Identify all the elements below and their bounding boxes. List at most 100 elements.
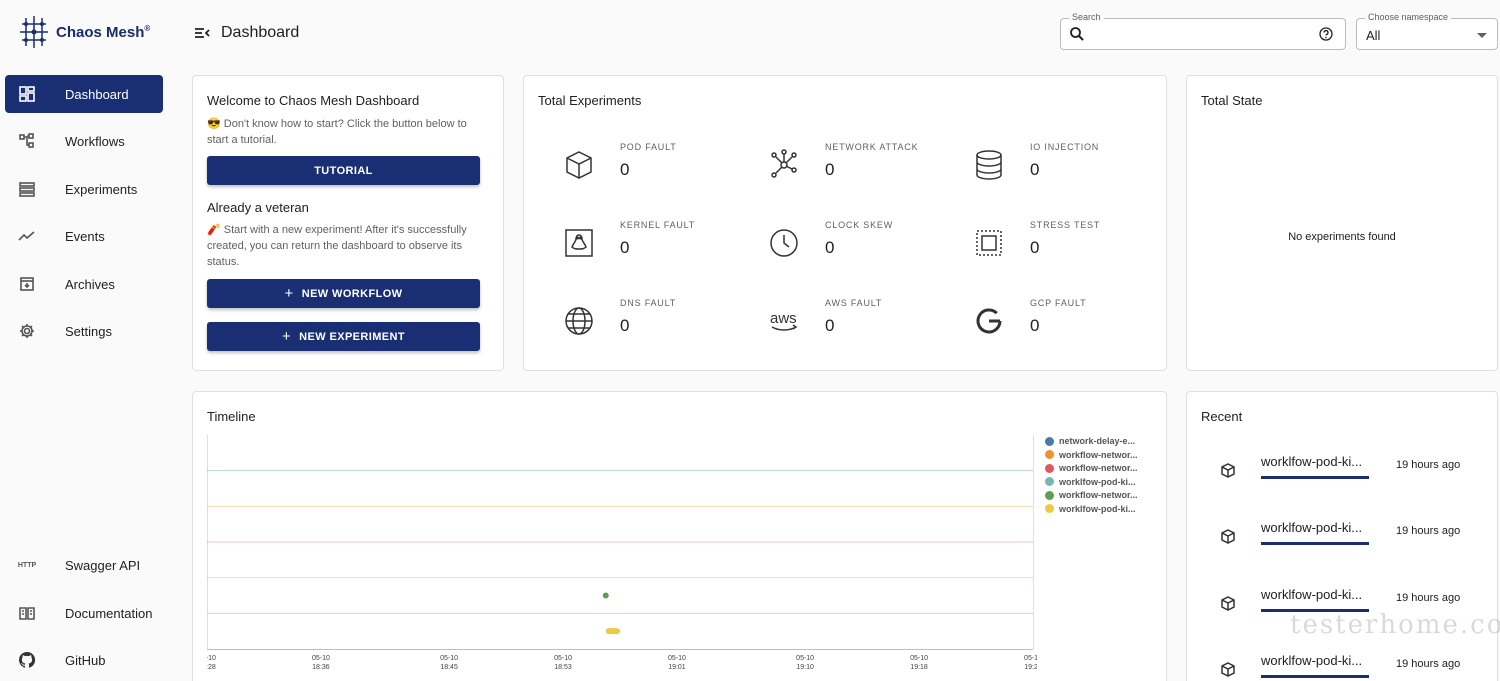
book-icon [19,607,35,620]
page-title: Dashboard [193,24,299,42]
svg-text:aws: aws [770,310,797,327]
legend-dot [1045,477,1054,486]
x-tick-label: 05-10 [910,655,928,662]
github-icon [18,651,36,668]
sidebar-item-workflows[interactable]: Workflows [5,122,163,160]
tutorial-button[interactable]: TUTORIAL [207,156,480,185]
namespace-select[interactable]: Choose namespace All [1356,12,1498,50]
veteran-text: 🧨 Start with a new experiment! After it'… [207,224,467,268]
new-experiment-button[interactable]: + NEW EXPERIMENT [207,322,480,351]
search-input[interactable]: Search [1060,12,1346,50]
timeline-title: Timeline [207,409,256,424]
app-logo[interactable]: Chaos Mesh® [16,14,150,50]
legend-label: workflow-networ... [1059,449,1138,460]
legend-item[interactable]: workflow-networ... [1045,450,1138,460]
network-icon [771,149,797,178]
plus-icon: + [284,285,294,302]
x-tick-label: 19:01 [668,664,686,671]
sidebar-item-github[interactable]: GitHub [5,641,163,679]
legend-dot [1045,436,1054,446]
x-tick-label: 05-10 [440,655,458,662]
sidebar-item-archives[interactable]: Archives [5,265,163,303]
legend-dot [1045,450,1054,459]
gear-icon [20,324,34,338]
experiment-type-kernel-fault: KERNEL FAULT 0 [524,220,724,280]
x-tick-label: 18:45 [440,664,458,671]
x-tick-label: 19:10 [796,664,814,671]
sidebar-item-settings[interactable]: Settings [5,312,163,350]
legend-item[interactable]: workflow-networ... [1045,490,1138,500]
recent-item[interactable]: worklfow-pod-ki... 19 hours ago [1187,587,1499,627]
progress-bar [1261,542,1369,545]
progress-bar [1261,476,1369,479]
chevron-down-icon [1477,33,1487,38]
watermark: testerhome.com [1290,610,1500,640]
x-tick-label: 18:36 [312,664,330,671]
sidebar-item-documentation[interactable]: Documentation [5,594,163,632]
app-name: Chaos Mesh® [56,23,151,41]
new-workflow-button[interactable]: + NEW WORKFLOW [207,279,480,308]
recent-item[interactable]: worklfow-pod-ki... 19 hours ago [1187,653,1499,681]
database-icon [976,150,1002,180]
trend-icon [18,231,35,241]
legend-label: worklfow-pod-ki... [1059,503,1136,514]
recent-title: Recent [1201,409,1243,424]
total-experiments-card: Total Experiments POD FAULT 0 NETWORK AT… [523,75,1167,371]
x-tick-label: 05-10 [1024,655,1037,662]
total-state-card: Total State No experiments found [1186,75,1498,371]
experiment-type-pod-fault: POD FAULT 0 [524,142,724,202]
legend-dot [1045,504,1054,513]
cube-icon [566,151,592,179]
cube-icon [1221,662,1235,677]
welcome-card: Welcome to Chaos Mesh Dashboard 😎 Don't … [192,75,504,371]
experiment-type-network-attack: NETWORK ATTACK 0 [729,142,929,202]
chaos-mesh-logo-icon [20,16,48,48]
timeline-chart: 05-10 18:28 05-10 18:36 05-10 18:45 05-10 18:53… [207,435,1037,671]
legend-item[interactable]: worklfow-pod-ki... [1045,504,1136,514]
list-icon [19,182,35,197]
legend-dot [1045,463,1054,473]
welcome-title: Welcome to Chaos Mesh Dashboard [207,93,420,108]
legend-item[interactable]: workflow-networ... [1045,463,1138,473]
x-tick-label: 05-10 [554,655,572,662]
progress-bar [1261,609,1369,612]
clock-icon [770,229,798,257]
x-tick-label: 05-10 [668,655,686,662]
state-title: Total State [1201,93,1263,108]
linux-icon [565,229,593,257]
cpu-icon [976,230,1002,256]
experiment-type-clock-skew: CLOCK SKEW 0 [729,220,929,280]
experiments-title: Total Experiments [538,93,642,108]
x-tick-label: 18:28 [207,664,216,671]
search-icon [1070,27,1084,41]
timeline-card: Timeline 05-1018:2805-1018:3605-1018:450… [192,391,1167,681]
timeline-event-point [602,592,609,599]
plus-icon: + [281,328,292,345]
sidebar-item-experiments[interactable]: Experiments [5,170,163,208]
google-icon [976,308,1002,334]
sidebar-item-events[interactable]: Events [5,217,163,255]
http-icon: HTTP [17,561,37,569]
legend-label: worklfow-pod-ki... [1059,476,1136,487]
legend-dot [1045,490,1054,500]
experiment-type-aws-fault: aws AWS FAULT 0 [729,298,929,358]
progress-bar [1261,675,1369,678]
recent-item[interactable]: worklfow-pod-ki... 19 hours ago [1187,520,1499,560]
legend-item[interactable]: network-delay-e... [1045,436,1135,446]
recent-card: Recent worklfow-pod-ki... 19 hours ago w… [1186,391,1498,681]
x-tick-label: 18:53 [554,664,572,671]
workflow-icon [19,133,34,148]
help-icon[interactable] [1319,27,1333,41]
x-tick-label: 05-10 [796,655,814,662]
legend-label: workflow-networ... [1059,463,1138,473]
recent-item[interactable]: worklfow-pod-ki... 19 hours ago [1187,454,1499,494]
menu-collapse-icon[interactable] [193,24,211,42]
welcome-intro: 😎 Don't know how to start? Click the but… [207,118,467,146]
sidebar-item-dashboard[interactable]: Dashboard [5,75,163,113]
experiment-type-dns-fault: DNS FAULT 0 [524,298,724,358]
legend-item[interactable]: worklfow-pod-ki... [1045,477,1136,487]
sidebar-item-swagger-api[interactable]: HTTP Swagger API [5,546,163,584]
aws-icon: aws [770,310,798,331]
archive-icon [20,277,34,291]
